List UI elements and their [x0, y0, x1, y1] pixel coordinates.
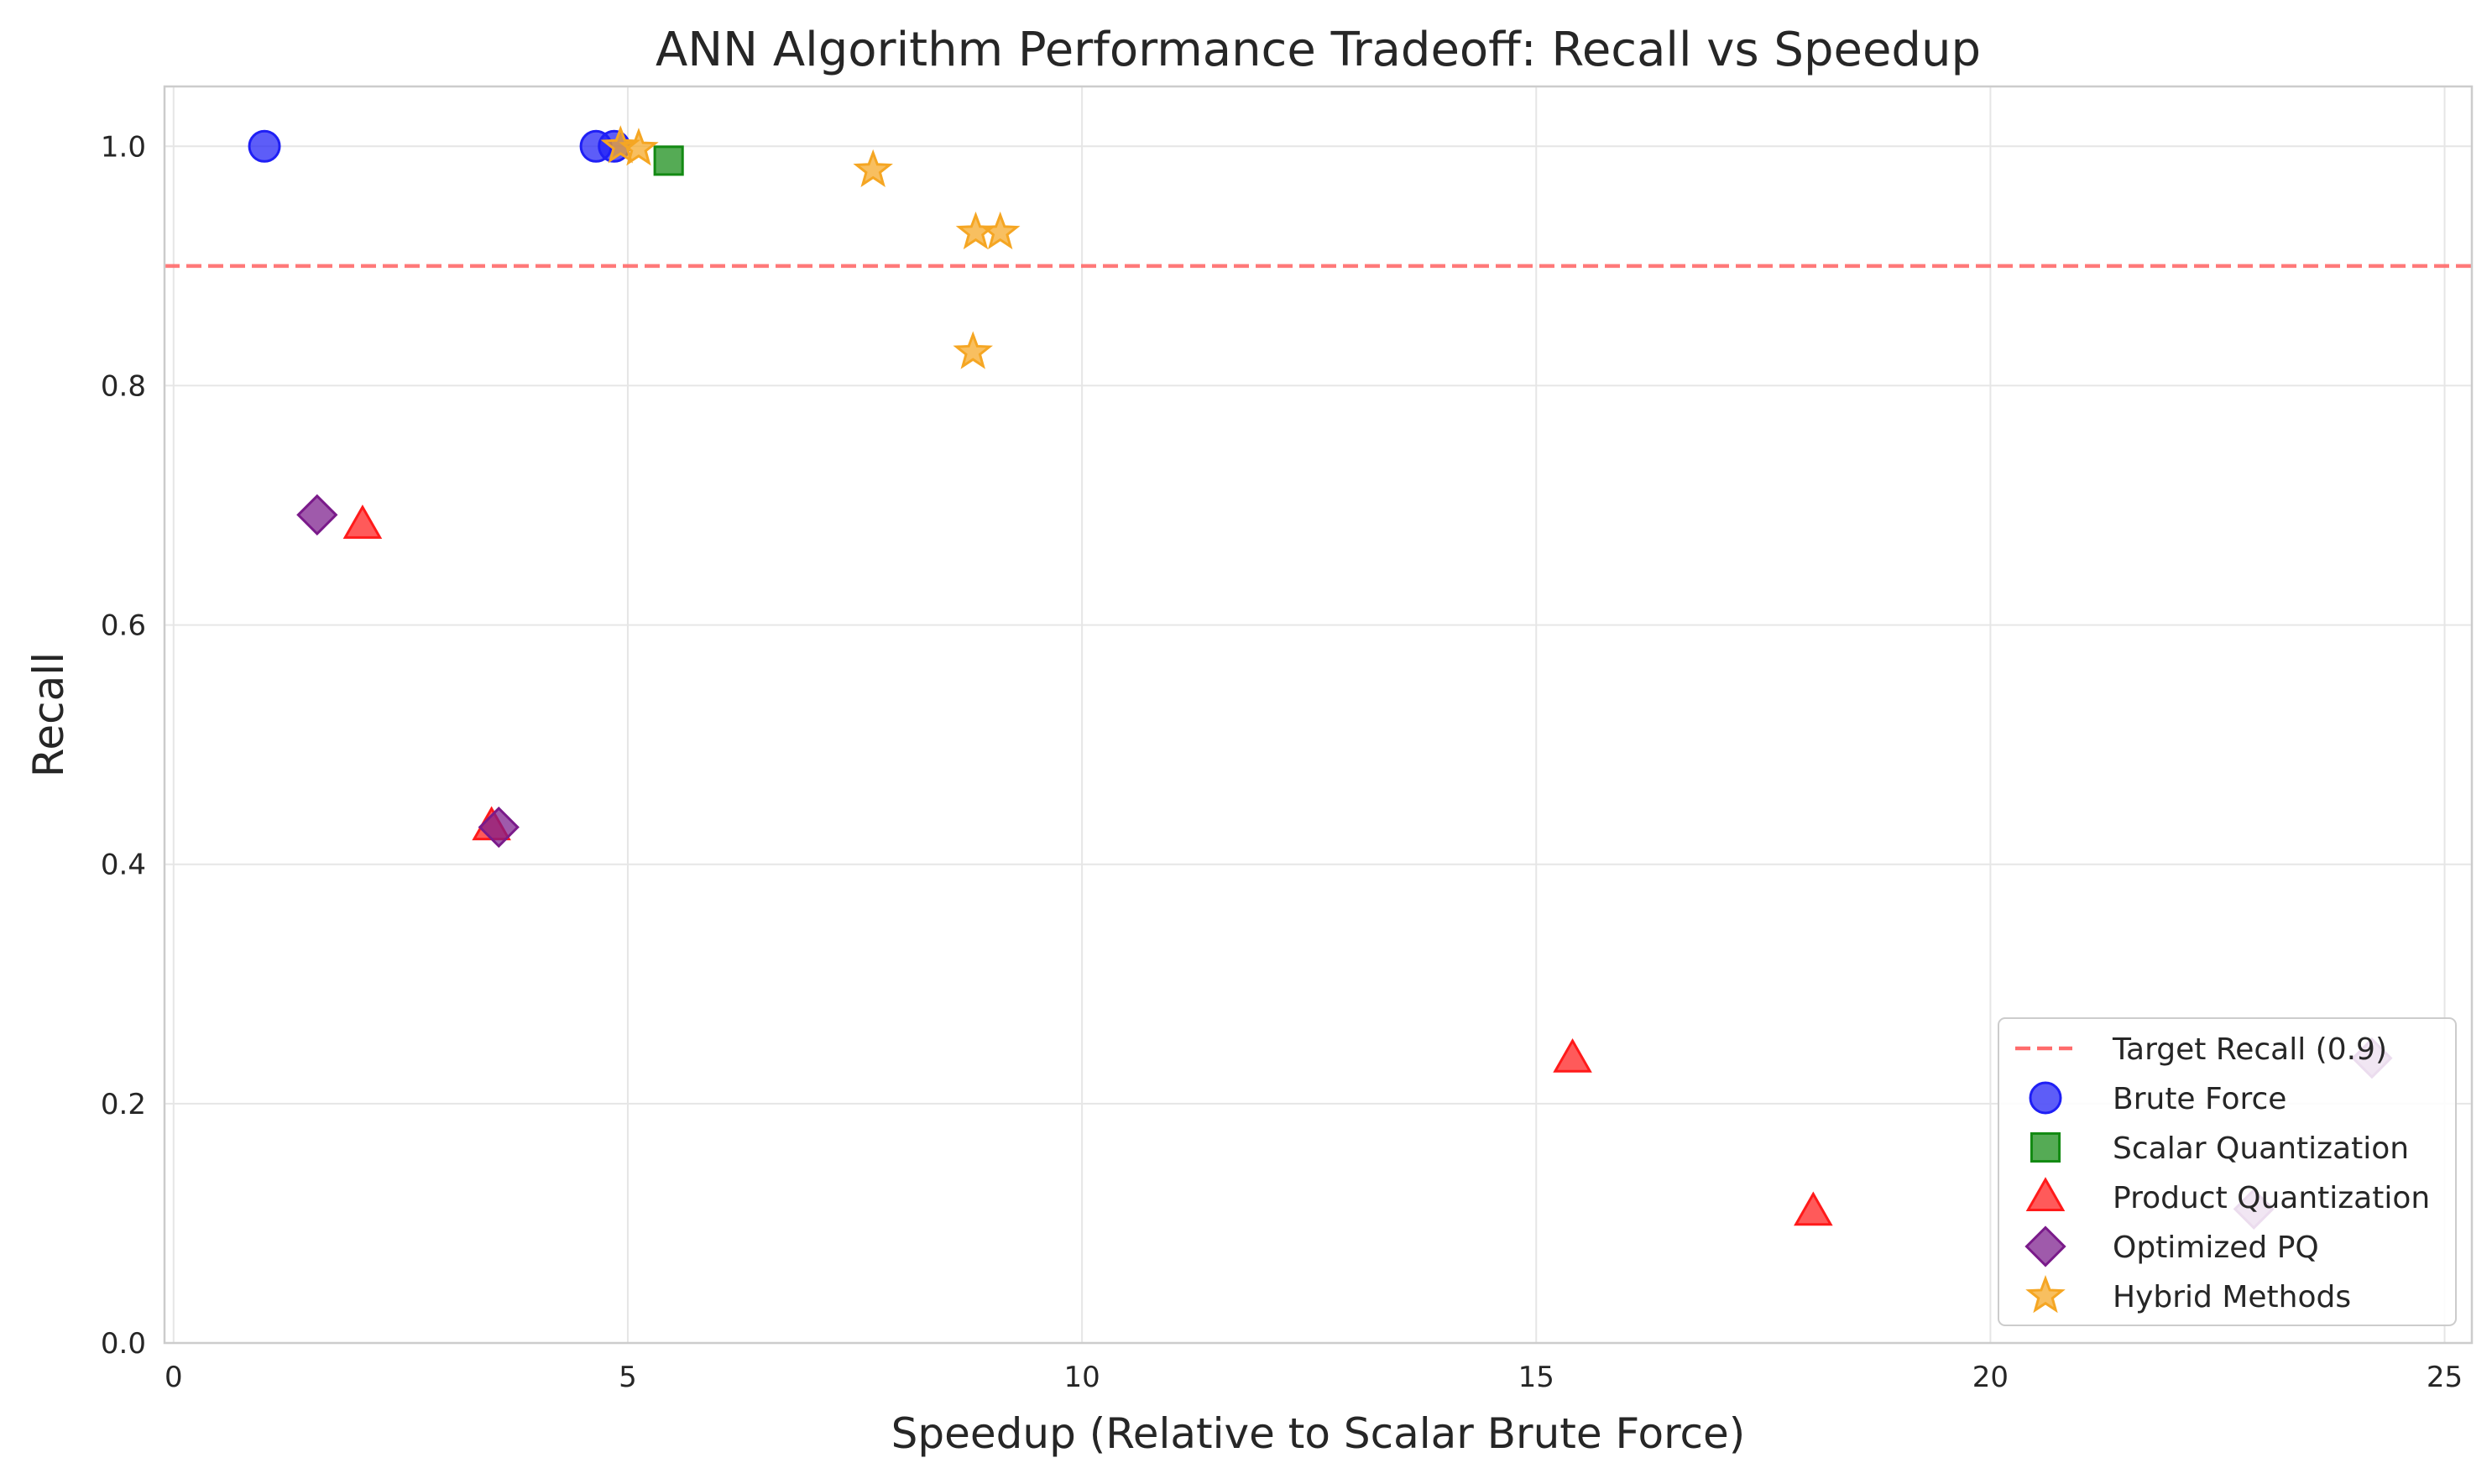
legend-label-scalar-quantization: Scalar Quantization — [2113, 1131, 2409, 1166]
legend-scalar-quantization-swatch — [2030, 1131, 2061, 1163]
y-tick-label: 0.8 — [101, 369, 146, 403]
legend-label-target-recall: Target Recall (0.9) — [2112, 1032, 2387, 1067]
product-quantization-point — [342, 504, 383, 539]
brute-force-point — [248, 129, 281, 163]
hybrid-methods-point — [853, 149, 893, 188]
x-tick-label: 10 — [1063, 1361, 1100, 1394]
x-tick-label: 25 — [2427, 1361, 2463, 1394]
legend-box — [1998, 1017, 2457, 1326]
y-tick-label: 0.2 — [101, 1088, 146, 1121]
optimized-pq-point — [478, 806, 520, 849]
x-tick-label: 0 — [165, 1361, 183, 1394]
y-tick-label: 1.0 — [101, 130, 146, 164]
legend-label-brute-force: Brute Force — [2113, 1082, 2286, 1116]
x-tick-label: 15 — [1518, 1361, 1554, 1394]
series-scalar-quantization — [653, 145, 684, 176]
hybrid-methods-point — [980, 211, 1021, 250]
hybrid-methods-point — [619, 128, 659, 166]
y-tick-label: 0.4 — [101, 849, 146, 882]
legend-brute-force-swatch — [2029, 1081, 2062, 1115]
optimized-pq-point — [296, 494, 338, 536]
x-axis-label: Speedup (Relative to Scalar Brute Force) — [891, 1409, 1746, 1458]
x-tick-label: 20 — [1972, 1361, 2009, 1394]
legend-product-quantization-swatch — [2025, 1177, 2066, 1212]
tick-labels: 0 5 10 15 20 25 0.0 0.2 0.4 0.6 0.8 1.0 — [101, 130, 2463, 1394]
legend-label-hybrid-methods: Hybrid Methods — [2113, 1280, 2351, 1314]
hybrid-methods-point — [600, 125, 641, 164]
plot-frame — [163, 85, 2474, 1345]
y-tick-label: 0.0 — [101, 1327, 146, 1361]
x-tick-label: 5 — [619, 1361, 637, 1394]
legend-hybrid-methods-swatch — [2025, 1275, 2066, 1314]
legend-label-product-quantization: Product Quantization — [2113, 1181, 2430, 1215]
y-tick-label: 0.6 — [101, 609, 146, 643]
legend-label-optimized-pq: Optimized PQ — [2113, 1231, 2319, 1265]
product-quantization-point — [1794, 1191, 1833, 1226]
legend: Target Recall (0.9) Brute Force Scalar Qua… — [1998, 1017, 2457, 1326]
chart-title: ANN Algorithm Performance Tradeoff: Reca… — [656, 23, 1981, 77]
hybrid-methods-point — [953, 331, 993, 369]
scalar-quantization-point — [653, 145, 684, 176]
y-axis-label: Recall — [24, 652, 73, 777]
legend-optimized-pq-swatch — [2024, 1225, 2066, 1267]
product-quantization-point — [1553, 1037, 1592, 1073]
series-hybrid-methods — [600, 125, 1021, 369]
